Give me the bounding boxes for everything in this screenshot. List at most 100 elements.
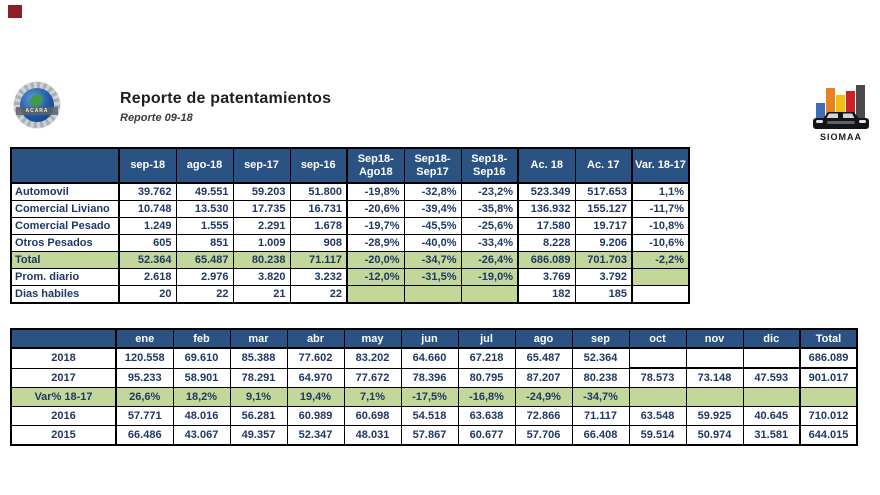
table-cell: 60.989: [286, 406, 345, 426]
table-cell: 16.731: [289, 200, 348, 218]
siomaa-logo-text: SIOMAA: [820, 132, 862, 142]
table-cell: 59.925: [685, 406, 744, 426]
table-cell: 701.703: [574, 251, 633, 269]
bar-chart-icon: [816, 84, 866, 118]
table-cell: 686.089: [799, 347, 858, 369]
table-cell: [742, 387, 801, 407]
table-cell: 20: [118, 285, 177, 304]
header-corner-cell: [10, 147, 120, 184]
table-cell: 49.551: [175, 182, 234, 201]
table-cell: 80.238: [232, 251, 291, 269]
table-cell: 50.974: [685, 425, 744, 446]
table-cell: 57.706: [514, 425, 573, 446]
column-header: Sep18- Ago18: [346, 147, 405, 184]
table-row: Comercial Liviano 10.748 13.530 17.735 16.73…: [10, 200, 690, 218]
table-row: 2015 66.486 43.067 49.357 52.347 48.031 57.867…: [10, 425, 858, 446]
table-cell: 22: [175, 285, 234, 304]
table-cell: 66.408: [571, 425, 630, 446]
table-cell: 67.218: [457, 347, 516, 369]
table-cell: [685, 387, 744, 407]
table-cell: -19,0%: [460, 268, 519, 286]
table-cell: 63.638: [457, 406, 516, 426]
table-cell: -10,8%: [631, 217, 690, 235]
table-cell: -39,4%: [403, 200, 462, 218]
table-cell: 40.645: [742, 406, 801, 426]
table-row: Prom. diario 2.618 2.976 3.820 3.232 -12,0% -3…: [10, 268, 690, 286]
monthly-summary-table: sep-18 ago-18 sep-17 sep-16 Sep18- Ago18 Sep1…: [10, 147, 690, 304]
table-cell: 65.487: [175, 251, 234, 269]
row-label: Comercial Pesado: [10, 217, 120, 235]
title-block: Reporte de patentamientos Reporte 09-18: [120, 90, 331, 124]
column-header: jul: [457, 328, 516, 349]
car-icon: [813, 112, 869, 129]
row-label: 2015: [10, 425, 117, 446]
table-cell: 51.800: [289, 182, 348, 201]
table-cell: 686.089: [517, 251, 576, 269]
siomaa-logo: SIOMAA: [810, 84, 872, 142]
table-cell: 39.762: [118, 182, 177, 201]
column-header: sep-18: [118, 147, 177, 184]
row-label: Otros Pesados: [10, 234, 120, 252]
table-cell: 7,1%: [343, 387, 402, 407]
table-cell: -19,8%: [346, 182, 405, 201]
table-cell: 43.067: [172, 425, 231, 446]
table-cell: 54.518: [400, 406, 459, 426]
column-header: ago: [514, 328, 573, 349]
table-cell: -2,2%: [631, 251, 690, 269]
table-cell: 56.281: [229, 406, 288, 426]
table-cell: -25,6%: [460, 217, 519, 235]
column-header: Sep18- Sep16: [460, 147, 519, 184]
table-row: 2016 57.771 48.016 56.281 60.989 60.698 54.518…: [10, 406, 858, 426]
table-cell: [799, 387, 858, 407]
table-cell: 1.678: [289, 217, 348, 235]
table-cell: 95.233: [115, 367, 174, 388]
table-cell: 710.012: [799, 406, 858, 426]
column-header: Ac. 17: [574, 147, 633, 184]
column-header: oct: [628, 328, 687, 349]
table-cell: 49.357: [229, 425, 288, 446]
table-cell: 77.602: [286, 347, 345, 369]
table-cell: -24,9%: [514, 387, 573, 407]
bar-orange: [826, 88, 835, 118]
table-cell: -16,8%: [457, 387, 516, 407]
row-label: Comercial Liviano: [10, 200, 120, 218]
table-cell: [628, 347, 687, 369]
bar-yellow: [836, 95, 845, 118]
column-header: feb: [172, 328, 231, 349]
table-row: Var% 18-17 26,6% 18,2% 9,1% 19,4% 7,1% -17,5% -…: [10, 387, 858, 407]
table-cell: 72.866: [514, 406, 573, 426]
row-label: 2018: [10, 347, 117, 369]
table-cell: 1.009: [232, 234, 291, 252]
table-cell: 13.530: [175, 200, 234, 218]
table-cell: 605: [118, 234, 177, 252]
acara-logo-text: ACARA: [16, 107, 58, 115]
table-cell: 17.580: [517, 217, 576, 235]
table-cell: -32,8%: [403, 182, 462, 201]
table-cell: [628, 387, 687, 407]
table-cell: [685, 347, 744, 369]
table-cell: 3.820: [232, 268, 291, 286]
table-cell: 59.514: [628, 425, 687, 446]
column-header: sep-16: [289, 147, 348, 184]
header-row: sep-18 ago-18 sep-17 sep-16 Sep18- Ago18 Sep1…: [10, 147, 690, 184]
table-cell: 63.548: [628, 406, 687, 426]
table-cell: 17.735: [232, 200, 291, 218]
table-cell: -26,4%: [460, 251, 519, 269]
table-cell: 69.610: [172, 347, 231, 369]
table-cell: 52.364: [571, 347, 630, 369]
column-header: may: [343, 328, 402, 349]
table-cell: 57.771: [115, 406, 174, 426]
table-cell: -23,2%: [460, 182, 519, 201]
table-cell: 18,2%: [172, 387, 231, 407]
table-cell: -20,0%: [346, 251, 405, 269]
table-cell: 58.901: [172, 367, 231, 388]
table-cell: 66.486: [115, 425, 174, 446]
table-cell: -31,5%: [403, 268, 462, 286]
table-row: 2017 95.233 58.901 78.291 64.970 77.672 78.396…: [10, 367, 858, 388]
table-row: Total 52.364 65.487 80.238 71.117 -20,0% -34,7…: [10, 251, 690, 269]
table-cell: 52.347: [286, 425, 345, 446]
table-cell: 1.249: [118, 217, 177, 235]
column-header: nov: [685, 328, 744, 349]
annual-history-table: ene feb mar abr may jun jul ago sep oct nov dic Tota…: [10, 328, 858, 446]
header-row: ene feb mar abr may jun jul ago sep oct nov dic Tota…: [10, 328, 858, 349]
